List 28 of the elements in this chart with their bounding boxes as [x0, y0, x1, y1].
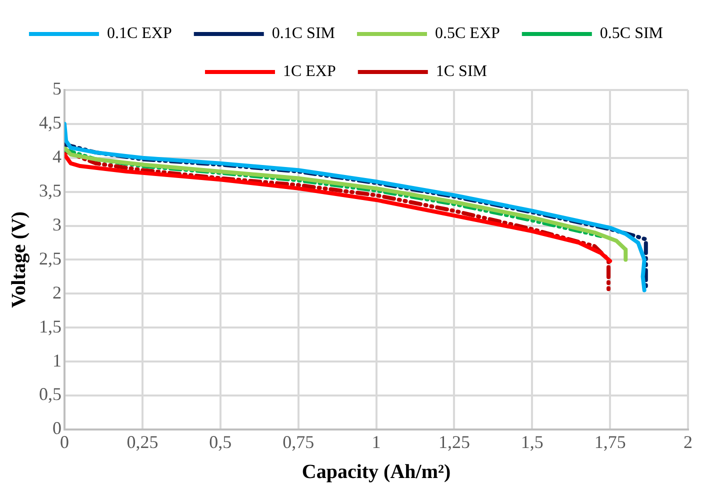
y-tick-label: 2,5 [39, 248, 62, 268]
y-tick-label: 1,5 [39, 316, 62, 336]
legend-label: 0.1C SIM [272, 25, 335, 42]
y-tick-label: 4 [52, 146, 62, 167]
legend-label: 0.5C EXP [435, 25, 500, 42]
y-tick-label: 0 [52, 418, 62, 438]
y-axis-title: Voltage (V) [8, 211, 30, 308]
x-tick-label: 1,5 [520, 432, 544, 452]
line-series [64, 148, 603, 238]
x-tick-label: 1 [372, 432, 381, 452]
x-tick-label: 1,25 [438, 432, 470, 452]
x-tick-label: 0,5 [209, 432, 232, 452]
legend-label: 0.5C SIM [600, 25, 664, 42]
y-tick-label: 2 [52, 282, 62, 302]
y-tick-label: 4,5 [39, 112, 62, 133]
y-tick-label: 1 [52, 350, 62, 370]
legend-label: 0.1C EXP [106, 25, 172, 42]
x-axis-title: Capacity (Ah/m²) [302, 461, 451, 484]
legend-label: 1C EXP [282, 63, 336, 80]
x-tick-label: 2 [684, 432, 692, 452]
y-tick-label: 0,5 [39, 384, 62, 404]
legend-label: 1C SIM [436, 63, 488, 80]
x-tick-label: 1,75 [594, 432, 626, 452]
x-tick-label: 0,75 [282, 432, 314, 452]
y-tick-label: 3,5 [39, 180, 62, 201]
y-tick-label: 3 [52, 214, 62, 234]
x-tick-label: 0,25 [126, 432, 158, 452]
y-tick-label: 5 [52, 78, 62, 99]
